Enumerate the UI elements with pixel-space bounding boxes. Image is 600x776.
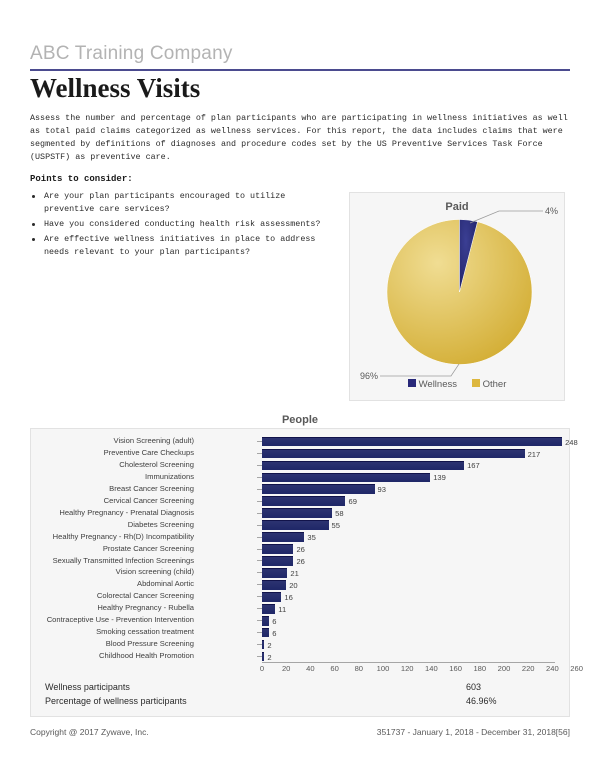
- svg-text:4%: 4%: [545, 206, 558, 216]
